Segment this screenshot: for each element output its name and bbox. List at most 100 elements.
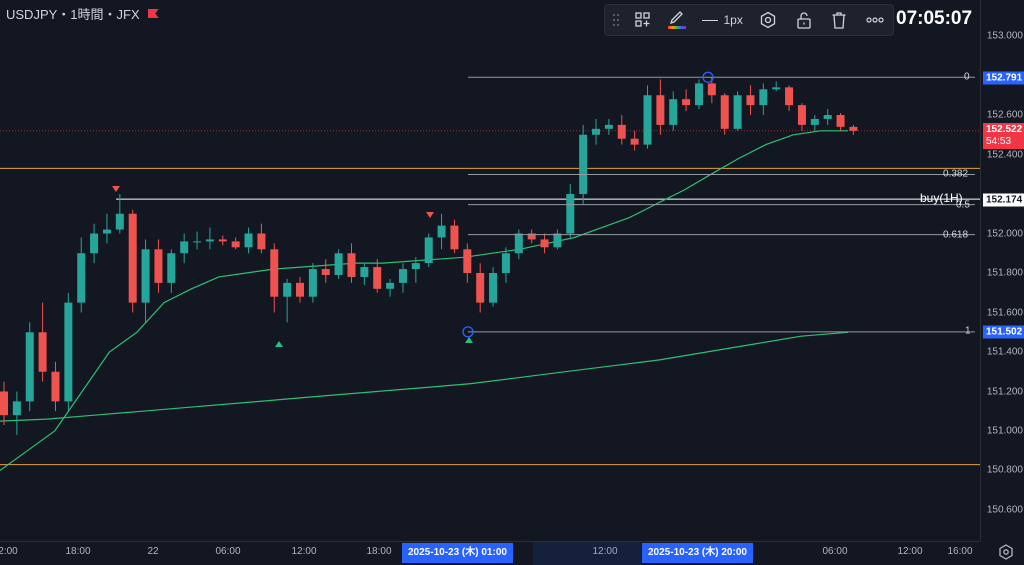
price-axis[interactable]: 153.000 152.600 152.400 152.000 151.800 … [980, 0, 1024, 541]
swing-low-marker [275, 341, 283, 347]
candle-body [38, 332, 47, 372]
candle-body [810, 118, 819, 125]
candle-body [759, 89, 768, 106]
line-style-icon [701, 19, 718, 21]
drag-handle-icon[interactable] [605, 4, 627, 36]
candle-body [51, 371, 60, 402]
candle-body [566, 194, 575, 234]
low-price-badge: 151.502 [983, 325, 1024, 339]
candle-body [0, 391, 8, 416]
time-tick: 12:00 [592, 546, 618, 557]
candle-body [154, 249, 163, 283]
candle-body [90, 233, 99, 254]
candle-body [604, 124, 613, 129]
settings-hexagon-icon[interactable] [750, 4, 786, 36]
candle-body [205, 239, 214, 242]
candle-body [592, 128, 601, 135]
candle-body [167, 253, 176, 283]
candle-body [77, 253, 86, 303]
unlock-icon[interactable] [786, 4, 822, 36]
candle-body [785, 87, 794, 106]
candle-body [360, 267, 369, 277]
candle-body [64, 302, 73, 402]
line-width-button[interactable]: 1px [694, 4, 750, 36]
candle-body [180, 241, 189, 254]
candle-body [746, 95, 755, 106]
swing-low-marker [465, 337, 473, 343]
current-price-badge: 152.522 54:53 [983, 123, 1024, 149]
fib-level-0: 0 [964, 71, 970, 83]
ma-short-line [0, 130, 848, 471]
fib-level-0382: 0.382 [943, 168, 969, 180]
candle-body [334, 253, 343, 275]
candle-body [797, 105, 806, 125]
fib-anchor-low [462, 326, 474, 338]
candle-body [231, 241, 240, 248]
candle-body [373, 267, 382, 289]
time-tick: 16:00 [947, 546, 973, 557]
chart-settings-icon[interactable] [998, 544, 1014, 565]
candle-body [437, 225, 446, 238]
candle-body [553, 233, 562, 248]
candle-body [321, 269, 330, 275]
candle-body [849, 126, 858, 131]
candle-body [218, 239, 227, 242]
candle-body [682, 99, 691, 106]
price-tick: 151.600 [986, 307, 1023, 319]
candle-body [707, 83, 716, 96]
candle-body [476, 273, 485, 303]
candle-body [283, 282, 292, 297]
candle-body [193, 241, 202, 243]
candle-body [823, 115, 832, 119]
time-tick: 06:00 [822, 546, 848, 557]
candle-body [656, 95, 665, 125]
candle-body [296, 282, 305, 297]
time-tick: 18:00 [366, 546, 392, 557]
price-chart[interactable] [0, 0, 980, 541]
color-swatch [667, 26, 686, 29]
fib-level-1: 1 [965, 325, 971, 337]
pencil-color-button[interactable] [659, 4, 695, 36]
candle-body [244, 233, 253, 248]
add-template-icon[interactable] [627, 4, 659, 36]
price-tick: 151.000 [986, 425, 1023, 437]
price-tick: 152.400 [986, 149, 1023, 161]
time-badge-end: 2025-10-23 (木) 20:00 [642, 543, 753, 563]
price-tick: 150.600 [986, 504, 1023, 516]
candle-body [514, 233, 523, 254]
candle-body [527, 233, 536, 240]
candle-body [398, 269, 407, 283]
fib-level-05: 0.5 [956, 199, 970, 211]
more-icon[interactable] [857, 4, 893, 36]
chart-area[interactable]: USDJPY・1時間・JFX 1px 07:05:07 [0, 0, 980, 541]
candle-body [501, 253, 510, 273]
candle-body [733, 95, 742, 129]
drawing-toolbar: 1px [604, 4, 894, 36]
flag-icon[interactable] [147, 9, 159, 18]
fib-level-0618: 0.618 [943, 229, 969, 241]
buy-price-badge: 152.174 [983, 193, 1024, 207]
price-tick: 151.200 [986, 386, 1023, 398]
time-tick: 2:00 [0, 546, 18, 557]
swing-high-marker [112, 186, 120, 192]
time-tick: 12:00 [291, 546, 317, 557]
buy-line-label[interactable]: buy(1H) [920, 191, 963, 205]
fib-anchor-high [702, 71, 714, 83]
time-tick: 18:00 [65, 546, 91, 557]
time-tick: 12:00 [897, 546, 923, 557]
time-badge-start: 2025-10-23 (木) 01:00 [402, 543, 513, 563]
candle-body [540, 239, 549, 248]
candle-body [411, 263, 420, 270]
candle-body [102, 229, 111, 234]
candle-body [617, 124, 626, 139]
symbol-title[interactable]: USDJPY・1時間・JFX [6, 4, 159, 23]
price-tick: 152.000 [986, 228, 1023, 240]
candle-body [489, 273, 498, 303]
swing-high-marker [426, 212, 434, 218]
candle-body [270, 249, 279, 297]
price-tick: 151.400 [986, 346, 1023, 358]
symbol-label: USDJPY・1時間・JFX [6, 7, 140, 22]
time-axis[interactable]: 2:00 18:00 22 06:00 12:00 18:00 12:00 06… [0, 541, 980, 565]
time-tick: 22 [147, 546, 159, 557]
trash-icon[interactable] [821, 4, 857, 36]
